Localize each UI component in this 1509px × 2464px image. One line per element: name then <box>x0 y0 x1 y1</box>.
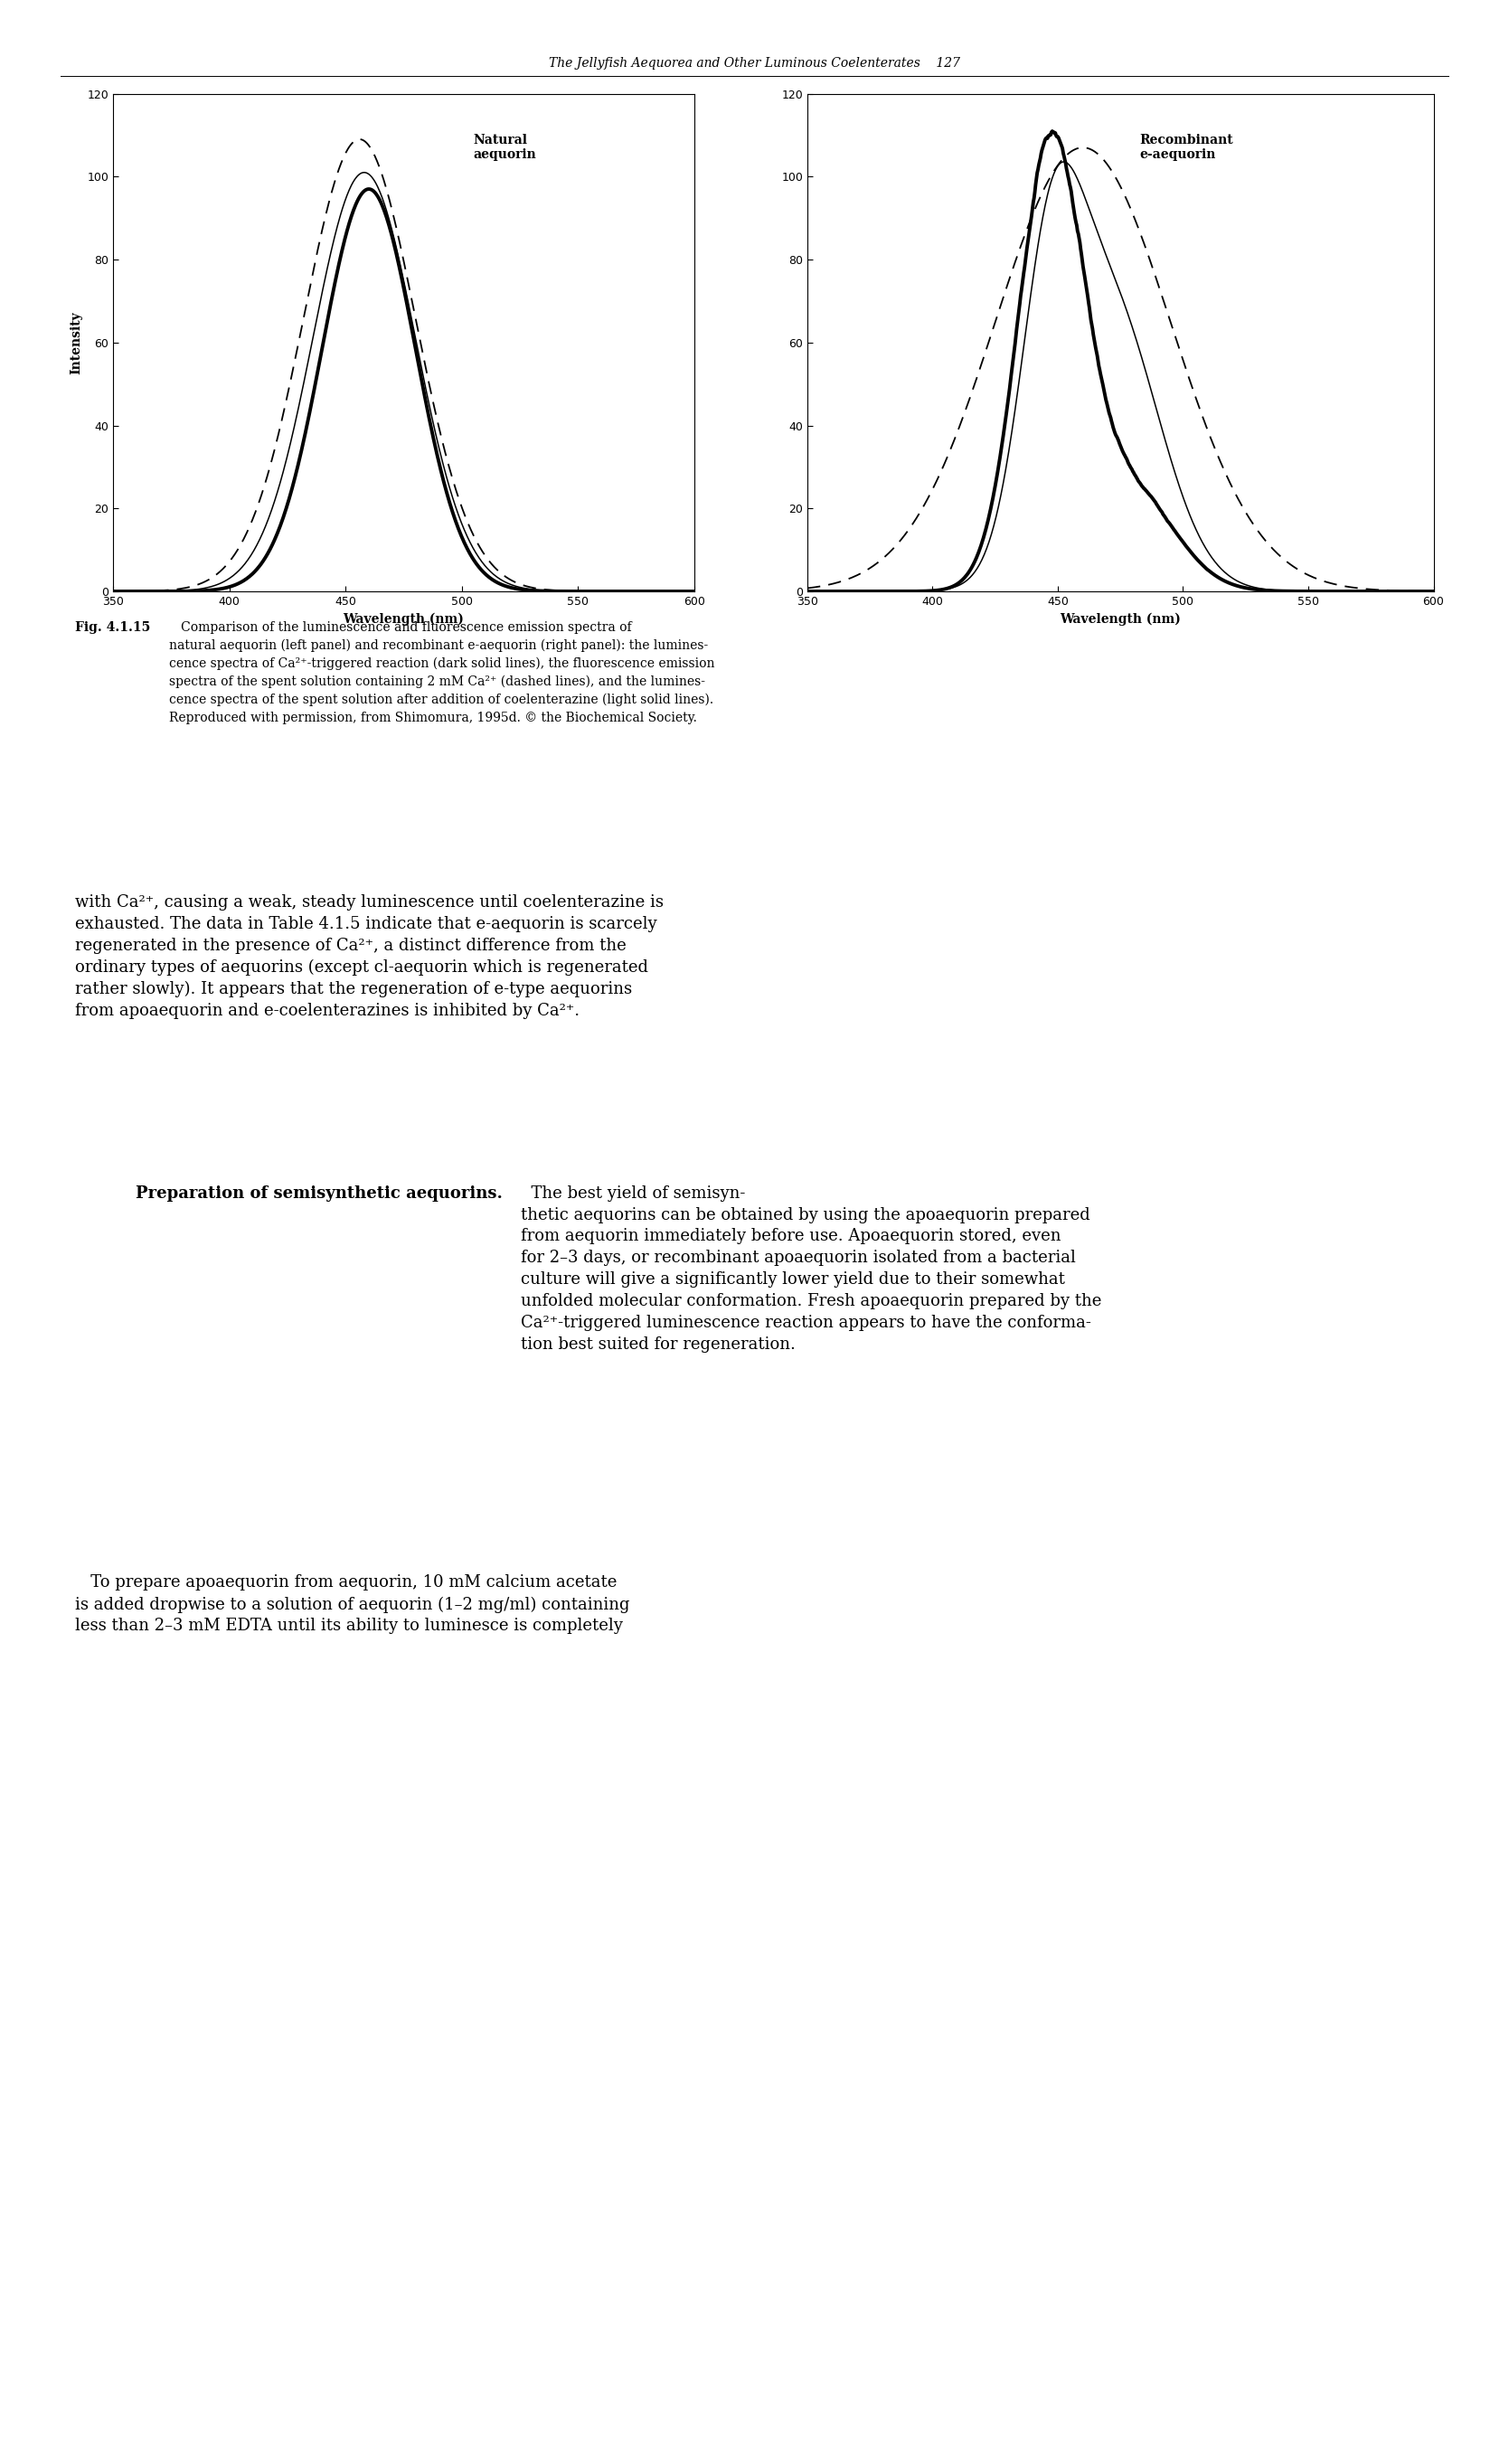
Text: Preparation of semisynthetic aequorins.: Preparation of semisynthetic aequorins. <box>136 1185 502 1202</box>
Text: Comparison of the luminescence and fluorescence emission spectra of
natural aequ: Comparison of the luminescence and fluor… <box>169 621 715 724</box>
Text: Recombinant
e-aequorin: Recombinant e-aequorin <box>1139 133 1233 160</box>
Text: Natural
aequorin: Natural aequorin <box>474 133 536 160</box>
Text: with Ca²⁺, causing a weak, steady luminescence until coelenterazine is
exhausted: with Ca²⁺, causing a weak, steady lumine… <box>75 894 664 1020</box>
X-axis label: Wavelength (nm): Wavelength (nm) <box>1059 614 1182 626</box>
Text: To prepare apoaequorin from aequorin, 10 mM calcium acetate
is added dropwise to: To prepare apoaequorin from aequorin, 10… <box>75 1574 631 1634</box>
X-axis label: Wavelength (nm): Wavelength (nm) <box>343 614 465 626</box>
Y-axis label: Intensity: Intensity <box>69 310 81 375</box>
Text: The best yield of semisyn-
thetic aequorins can be obtained by using the apoaequ: The best yield of semisyn- thetic aequor… <box>521 1185 1102 1353</box>
Text: The Jellyfish Aequorea and Other Luminous Coelenterates    127: The Jellyfish Aequorea and Other Luminou… <box>549 57 960 69</box>
Text: Fig. 4.1.15: Fig. 4.1.15 <box>75 621 151 633</box>
